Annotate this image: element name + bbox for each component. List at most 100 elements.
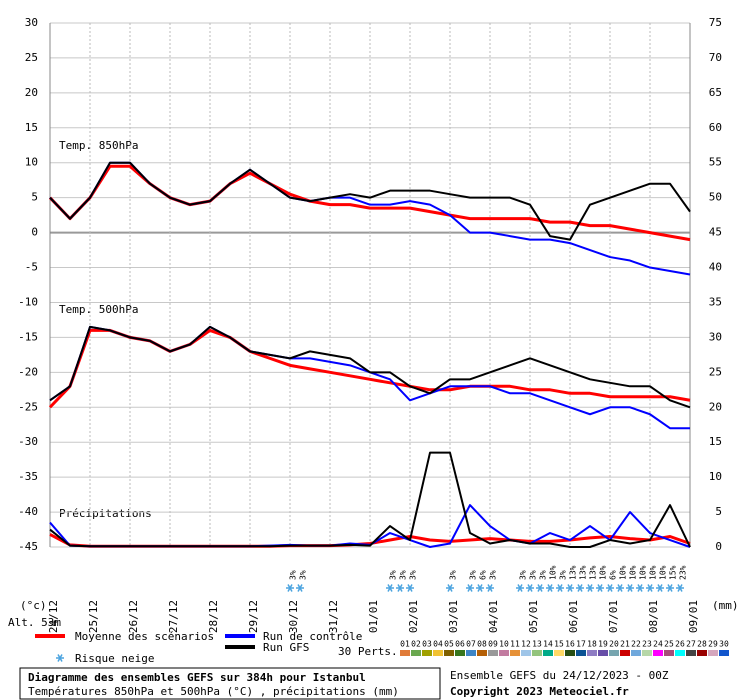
y-tick-label: -5 (25, 261, 38, 274)
member-label: 07 (466, 640, 476, 649)
legend-label: Run de contrôle (263, 630, 362, 643)
member-swatch (642, 650, 652, 656)
member-label: 17 (576, 640, 586, 649)
snow-icon (616, 584, 624, 592)
snow-icon-stroke (537, 584, 543, 592)
snow-icon-stroke (597, 584, 603, 592)
legend-label: Run GFS (263, 641, 309, 654)
snow-icon-stroke (407, 584, 413, 592)
y2-tick-label: 55 (709, 156, 722, 169)
member-label: 01 (400, 640, 410, 649)
x-tick-label: 04/01 (487, 600, 500, 633)
snow-icon-stroke (677, 584, 683, 592)
member-label: 24 (653, 640, 663, 649)
y2-tick-label: 70 (709, 51, 722, 64)
member-swatch (686, 650, 696, 656)
member-label: 26 (675, 640, 685, 649)
member-label: 11 (510, 640, 520, 649)
x-tick-label: 31/12 (327, 600, 340, 633)
member-swatch (565, 650, 575, 656)
snow-icon-stroke (467, 584, 473, 592)
member-swatch (587, 650, 597, 656)
copyright: Copyright 2023 Meteociel.fr (450, 685, 629, 698)
x-tick-label: 02/01 (407, 600, 420, 633)
member-label: 03 (422, 640, 432, 649)
snow-icon (446, 584, 454, 592)
member-label: 10 (499, 640, 509, 649)
y-tick-label: 20 (25, 86, 38, 99)
snow-icon (396, 584, 404, 592)
snow-icon (516, 584, 524, 592)
y-tick-label: -10 (18, 295, 38, 308)
snow-icon-stroke (527, 584, 533, 592)
x-tick-label: 28/12 (207, 600, 220, 633)
snow-icon-stroke (517, 584, 523, 592)
snow-icon-stroke (577, 584, 583, 592)
run-info: Ensemble GEFS du 24/12/2023 - 00Z (450, 669, 669, 682)
snow-icon-stroke (567, 584, 573, 592)
x-tick-label: 07/01 (607, 600, 620, 633)
snow-risk-label: 13% (589, 565, 598, 580)
snow-risk-label: 13% (579, 565, 588, 580)
snow-icon-stroke (557, 584, 563, 592)
snow-icon (566, 584, 574, 592)
x-tick-label: 29/12 (247, 600, 260, 633)
x-tick-label: 26/12 (127, 600, 140, 633)
snow-icon (586, 584, 594, 592)
series-line (49, 161, 691, 241)
y-tick-label: -25 (18, 400, 38, 413)
member-swatch (455, 650, 465, 656)
snow-icon (606, 584, 614, 592)
member-swatch (653, 650, 663, 656)
legend-label: Moyenne des scénarios (75, 630, 214, 643)
snow-risk-label: 3% (299, 570, 308, 580)
member-swatch (675, 650, 685, 656)
y-tick-label: -20 (18, 365, 38, 378)
title: Diagramme des ensembles GEFS sur 384h po… (28, 671, 366, 684)
snow-icon (386, 584, 394, 592)
snow-icon (56, 654, 64, 662)
snow-icon-stroke (627, 584, 633, 592)
snow-risk-label: 3% (449, 570, 458, 580)
snow-icon (526, 584, 534, 592)
title-box (19, 667, 441, 700)
member-label: 12 (521, 640, 531, 649)
member-swatch (499, 650, 509, 656)
member-swatch (510, 650, 520, 656)
member-label: 15 (554, 640, 564, 649)
y2-tick-label: 60 (709, 121, 722, 134)
y2-tick-label: 20 (709, 400, 722, 413)
member-label: 06 (455, 640, 465, 649)
member-label: 14 (543, 640, 553, 649)
snow-icon (636, 584, 644, 592)
member-label: 08 (477, 640, 487, 649)
snow-risk-label: 23% (679, 565, 688, 580)
snow-risk-label: 3% (519, 570, 528, 580)
snow-icon (656, 584, 664, 592)
member-swatch (609, 650, 619, 656)
x-tick-label: 25/12 (87, 600, 100, 633)
snow-risk-label: 10% (629, 565, 638, 580)
y-unit: (°c) (20, 599, 47, 612)
y-tick-label: -40 (18, 505, 38, 518)
member-swatch (554, 650, 564, 656)
x-tick-label: 30/12 (287, 600, 300, 633)
snow-icon (476, 584, 484, 592)
snow-risk-label: 3% (529, 570, 538, 580)
y2-tick-label: 25 (709, 365, 722, 378)
snow-icon-stroke (657, 584, 663, 592)
y2-unit: (mm) (712, 599, 739, 612)
y2-tick-label: 35 (709, 295, 722, 308)
member-label: 22 (631, 640, 641, 649)
x-tick-label: 09/01 (687, 600, 700, 633)
member-label: 19 (598, 640, 608, 649)
y-tick-label: -35 (18, 470, 38, 483)
member-swatch (631, 650, 641, 656)
snow-icon (576, 584, 584, 592)
snow-risk-label: 6% (479, 570, 488, 580)
snow-risk-label: 3% (489, 570, 498, 580)
member-swatch (532, 650, 542, 656)
snow-risk-label: 6% (609, 570, 618, 580)
x-tick-label: 06/01 (567, 600, 580, 633)
